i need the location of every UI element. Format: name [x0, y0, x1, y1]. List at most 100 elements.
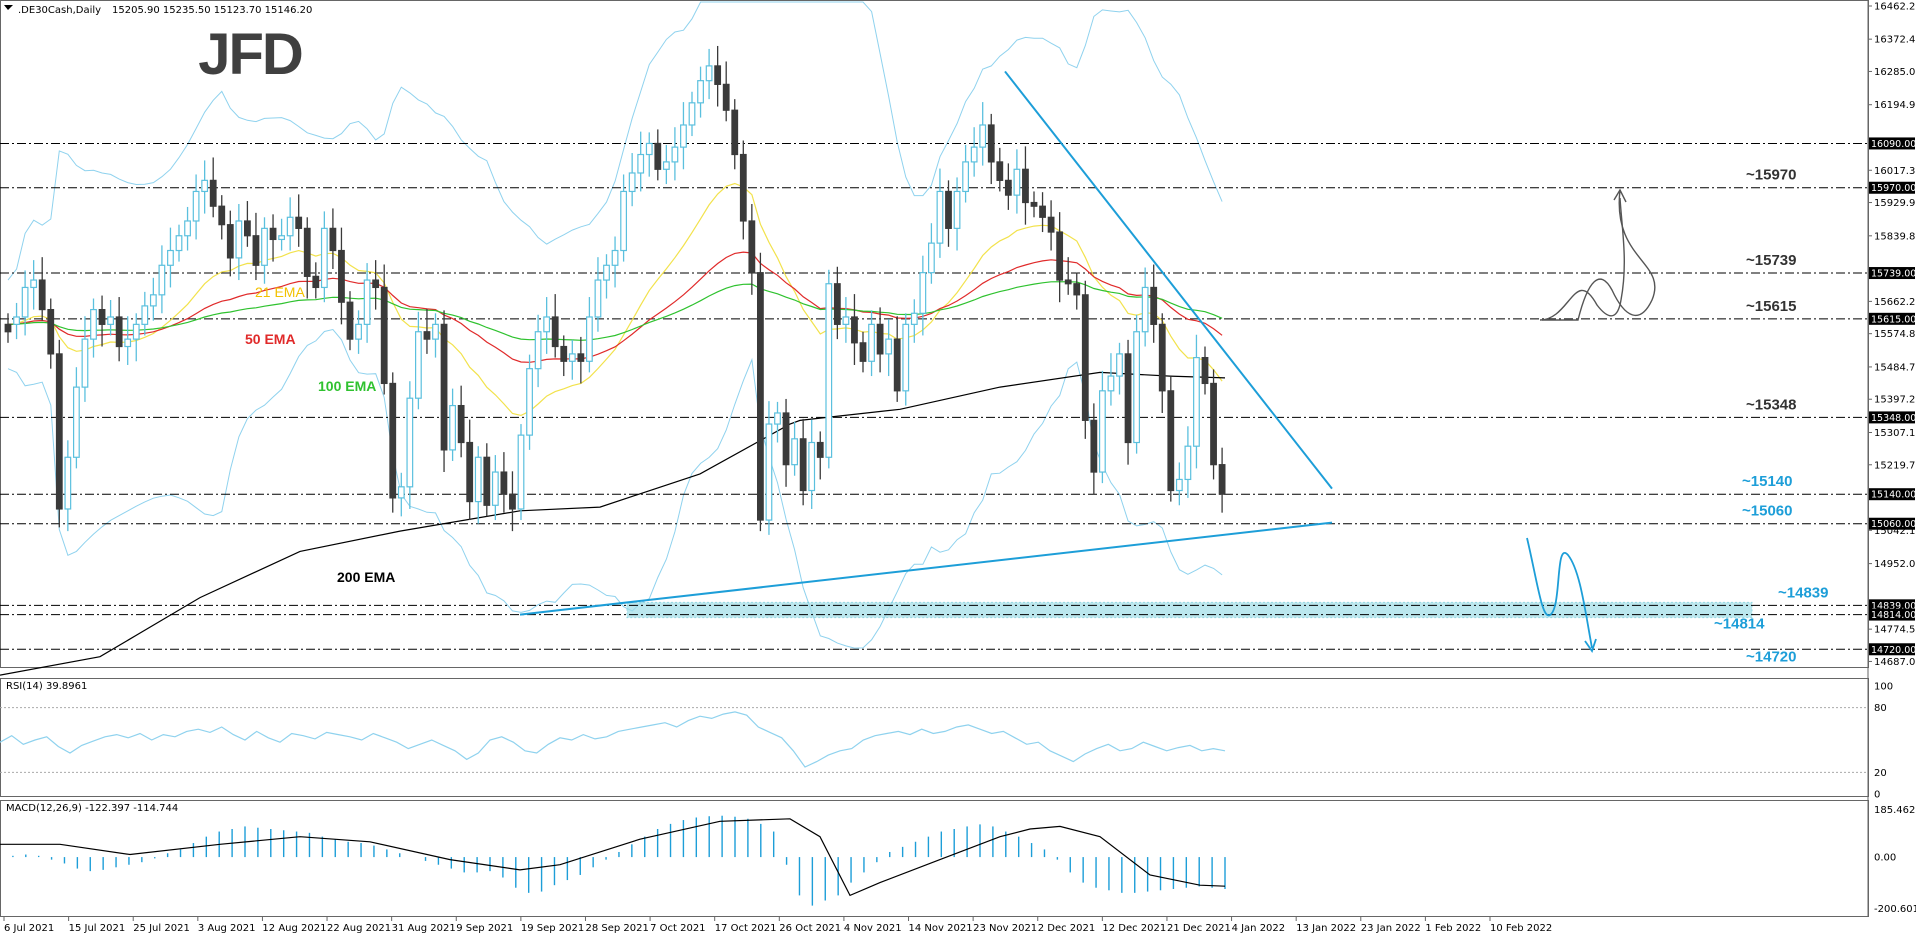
level-label: ~14720 [1746, 648, 1796, 665]
candle-body [1124, 353, 1132, 444]
bearish-arrowhead-icon [1584, 638, 1597, 653]
level-box-text: 15615.00 [1871, 314, 1916, 325]
candle-body [748, 220, 756, 274]
candle-body [115, 316, 123, 348]
macd-signal-line [0, 818, 1226, 897]
candle-body [1167, 390, 1175, 492]
x-tick-label: 12 Dec 2021 [1102, 923, 1166, 934]
y-tick-label: 16017.35 [1874, 166, 1916, 177]
y-tick-label: 15662.25 [1874, 297, 1916, 308]
moving-averages [0, 182, 1226, 676]
y-tick-label: 16372.45 [1874, 35, 1916, 46]
rsi-tick-label: 0 [1874, 790, 1880, 801]
x-tick-label: 12 Aug 2021 [262, 923, 326, 934]
support-zone-rect [626, 601, 1753, 619]
candle-body [1107, 375, 1115, 392]
time-axis: 6 Jul 2021 15 Jul 2021 25 Jul 2021 3 Aug 20… [3, 917, 1552, 934]
candle-body [910, 312, 918, 325]
y-tick-label: 16285.00 [1874, 67, 1916, 78]
x-tick-label: 4 Jan 2022 [1232, 923, 1286, 934]
candle-body [859, 342, 867, 362]
candle-body [936, 190, 944, 244]
y-tick-label: 15574.80 [1874, 329, 1916, 340]
candle-body [526, 368, 533, 436]
candle-body [654, 142, 662, 170]
x-tick-label: 23 Nov 2021 [973, 923, 1037, 934]
level-box-text: 16090.00 [1871, 139, 1916, 150]
ema200-label: 200 EMA [337, 569, 395, 585]
level-label: ~15970 [1746, 167, 1796, 184]
candle-body [209, 179, 217, 207]
level-box [1869, 267, 1915, 280]
x-tick-label: 15 Jul 2021 [69, 923, 126, 934]
candle-body [1039, 205, 1046, 218]
candle-body [671, 146, 679, 163]
candle-body [474, 456, 482, 503]
level-box [1869, 181, 1915, 194]
ohlc-readout: 15205.90 15235.50 15123.70 15146.20 [112, 5, 312, 16]
candle-body [1116, 353, 1123, 377]
level-label: ~14814 [1714, 616, 1765, 633]
candle-body [72, 386, 80, 458]
y-tick-label: 14952.05 [1874, 559, 1916, 570]
candle-body [244, 220, 251, 237]
candle-body [688, 102, 696, 126]
bollinger-lower [7, 328, 1223, 649]
candle-body [261, 227, 268, 266]
candle-body [466, 441, 474, 503]
candle-body [81, 338, 89, 388]
candle-body [927, 242, 935, 274]
candle-body [637, 153, 645, 174]
candle-body [611, 249, 619, 266]
y-tick-label: 16462.25 [1874, 2, 1916, 13]
macd-tick-label: 185.462 [1874, 805, 1915, 816]
uptrend-line [519, 521, 1333, 616]
y-tick-label: 15397.25 [1874, 395, 1916, 406]
candle-body [141, 305, 149, 325]
level-label: ~14839 [1778, 584, 1828, 601]
ema100-label: 100 EMA [318, 378, 376, 394]
candle-body [996, 161, 1004, 181]
ema21-line [7, 182, 1223, 417]
candle-body [1022, 168, 1029, 204]
candle-body [825, 283, 833, 458]
bollinger-upper [7, 1, 1223, 281]
candle-body [423, 331, 431, 340]
candle-body [1158, 323, 1166, 392]
ema50-label: 50 EMA [245, 331, 296, 347]
candle-body [1073, 283, 1081, 296]
candle-body [551, 316, 559, 348]
candle-body [645, 142, 653, 156]
candle-body [380, 286, 388, 385]
candle-body [919, 272, 927, 314]
candle-body [1193, 356, 1200, 447]
candle-body [1090, 419, 1098, 473]
candle-body [560, 345, 568, 362]
rsi-line [0, 711, 1226, 768]
candle-body [620, 190, 627, 252]
x-tick-label: 23 Jan 2022 [1361, 923, 1421, 934]
rsi-tick-label: 80 [1874, 703, 1887, 714]
x-tick-label: 14 Nov 2021 [909, 923, 973, 934]
level-box [1869, 643, 1915, 656]
trendlines [519, 70, 1333, 616]
candle-body [953, 190, 961, 229]
collapse-arrow-icon[interactable] [4, 5, 13, 10]
candle-body [329, 227, 337, 252]
candle-body [500, 471, 508, 495]
candle-body [124, 338, 132, 348]
ema21-label: 21 EMA [255, 284, 305, 300]
level-box [1869, 411, 1915, 424]
price-panel-frame [0, 0, 1869, 668]
candle-body [90, 308, 97, 340]
candle-body [1004, 179, 1012, 196]
candle-body [47, 308, 55, 355]
candle-body [782, 412, 790, 466]
ema200-line [0, 371, 1226, 676]
candle-body [286, 216, 294, 237]
candle-body [107, 316, 115, 325]
candle-body [987, 124, 995, 163]
candle-body [808, 441, 816, 492]
x-tick-label: 21 Dec 2021 [1167, 923, 1231, 934]
